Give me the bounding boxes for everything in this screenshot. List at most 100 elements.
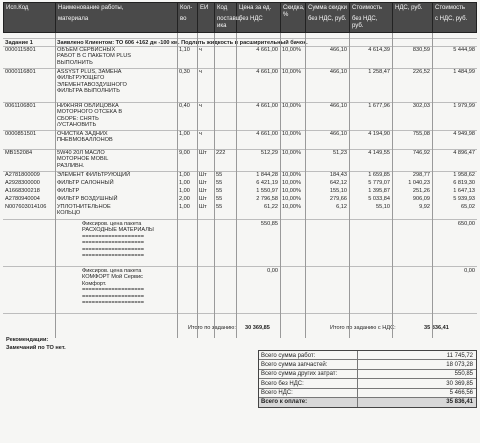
summary-divider [357,351,358,360]
row-name-line: МОТОРНОЕ MOBIL [57,156,109,163]
row-discount: 10,00% [282,47,301,53]
row-supplier-code: 55 [216,204,223,210]
summary-value: 5 466,56 [449,390,473,397]
header-text: поставщ [217,16,241,23]
column-divider [197,33,198,338]
row-cost: 1 659,85 [368,172,390,178]
row-price: 2 796,58 [256,196,278,202]
row-name-line: КОЛЬЦО [57,210,81,217]
summary-value: 550,85 [454,371,473,378]
package-name-line: =================== [82,246,145,253]
row-vat: 302,03 [412,103,430,109]
row-code: 0000851501 [5,131,37,137]
row-divider [3,102,477,103]
package-name-line: =================== [82,253,145,259]
row-name-line: ФИЛЬТР ВОЗДУШНЫЙ [57,196,118,202]
package-name-line: РАСХОДНЫЕ МАТЕРИАЛЫ [82,227,154,234]
row-name-line: НИЖНЯЯ ОБЛИЦОВКА [57,103,119,109]
row-cost: 4 149,55 [368,150,390,156]
header-text: ЕИ [200,5,209,11]
header-code: Исп.Код [4,3,56,34]
header-price: Цена за ед. без НДС [237,3,281,34]
column-divider [305,33,306,338]
column-divider [177,33,178,338]
header-text: ика [217,23,227,30]
row-vat: 1 040,23 [408,180,430,186]
header-text: НДС, руб. [395,5,423,11]
header-text: Сумма скидки [308,5,347,11]
row-name-line: МОТОРНОГО ОТСЕКА В [57,109,123,116]
row-name-line: ОБЪЕМ СЕРВИСНЫХ [57,47,116,53]
header-qty: Кол-во [178,3,198,34]
header-vat: НДС, руб. [393,3,433,34]
summary-value: 11 745,72 [446,352,473,359]
row-cost: 4 614,39 [368,47,390,53]
row-name-line: ASSYST PLUS, ЗАМЕНА [57,69,122,75]
summary-label: Всего к оплате: [261,399,308,406]
header-text: материала [58,16,89,23]
row-price: 4 661,00 [256,131,278,137]
row-vat: 830,59 [412,47,430,53]
row-supplier-code: 55 [216,188,223,194]
summary-divider [357,388,358,397]
header-text: Наименование работы, [58,5,124,11]
header-text: Скидка, [283,5,305,11]
row-code: MB152084 [5,150,33,156]
row-divider [3,171,477,172]
row-total: 6 819,30 [453,180,475,186]
row-cost: 1 677,96 [368,103,390,109]
row-name-line: ЭЛЕМЕНТАВОЗДУШНОГО [57,81,127,88]
task-total-label: Итого по заданию: [188,325,236,331]
summary-divider [357,379,358,388]
header-unit: ЕИ [198,3,215,34]
row-qty: 1,00 [179,180,190,186]
summary-label: Всего НДС: [261,390,293,397]
row-code: 0000116801 [5,69,36,75]
package-name-line: =================== [82,293,145,300]
row-vat: 226,52 [412,69,430,75]
recommendations-text: Замечаний по ТО нет. [6,345,66,351]
row-discount-sum: 642,12 [329,180,347,186]
row-discount-sum: 155,10 [329,188,347,194]
row-unit: ч [199,131,202,137]
row-divider [3,149,477,150]
row-unit: ч [199,47,202,53]
row-unit: Шт [199,204,207,210]
row-code: A1668300218 [5,188,40,194]
row-divider [3,266,477,267]
row-qty: 1,00 [179,131,190,137]
header-text: с НДС, руб. [435,16,468,23]
row-name-line: СБОРЕ: СНЯТЬ [57,115,99,122]
summary-row: Всего сумма работ: 11 745,72 [259,351,476,361]
row-discount: 10,00% [282,131,301,137]
row-supplier-code: 55 [216,180,223,186]
row-name-line: РАЗЛИВН. [57,162,85,169]
package-price: 550,85 [260,221,278,227]
package-name-line: Комфорт. [82,280,107,287]
row-vat: 251,26 [412,188,430,194]
package-name-line: Фиксиров. цена пакета [82,268,142,274]
package-total: 0,00 [464,268,475,274]
row-qty: 0,30 [179,69,190,75]
row-total: 4 949,98 [453,131,475,137]
row-divider [3,68,477,69]
header-text: во [180,16,187,23]
row-name-line: УПЛОТНИТЕЛЬНОЕ [57,204,111,210]
summary-row: Всего без НДС: 30 369,85 [259,379,476,389]
row-unit: Шт [199,172,207,178]
row-cost: 4 194,90 [368,131,390,137]
row-vat: 9,92 [419,204,430,210]
row-qty: 1,00 [179,204,190,210]
row-divider [3,46,477,47]
row-cost: 55,10 [376,204,390,210]
row-divider [3,219,477,220]
row-discount: 10,00% [282,180,301,186]
row-unit: Шт [199,180,207,186]
row-total: 1 979,99 [453,103,475,109]
row-total: 1 647,13 [453,188,475,194]
row-unit: Шт [199,150,207,156]
summary-row: Всего сумма других затрат: 550,85 [259,369,476,380]
row-code: A2928300000 [5,180,40,186]
row-supplier-code: 55 [216,196,223,202]
